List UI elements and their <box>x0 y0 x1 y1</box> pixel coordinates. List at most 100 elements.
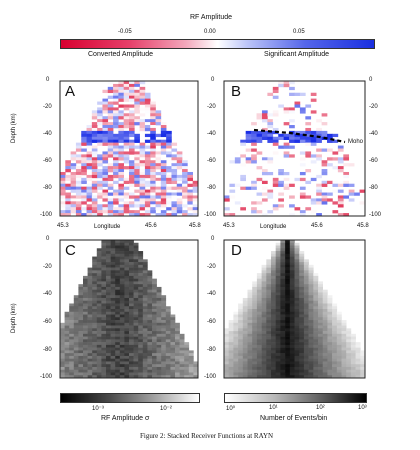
rf-cell <box>113 195 119 199</box>
count-cell <box>318 297 323 302</box>
rf-cell <box>166 139 172 143</box>
count-cell <box>275 248 281 252</box>
rf-cell <box>102 180 109 185</box>
rf-cell <box>97 139 103 143</box>
count-cell <box>299 331 305 335</box>
rf-cell <box>75 142 82 146</box>
sigma-cell <box>138 281 144 285</box>
count-cell <box>336 355 342 359</box>
rf-cell <box>289 119 295 123</box>
rf-cell <box>134 107 140 111</box>
count-cell <box>308 306 314 310</box>
sigma-cell <box>64 372 70 376</box>
sigma-cell <box>92 278 98 282</box>
count-cell <box>247 361 253 365</box>
sigma-cell <box>106 311 111 315</box>
count-cell <box>280 311 286 315</box>
count-cell <box>327 311 333 315</box>
count-cell <box>308 289 314 293</box>
rf-cell <box>97 192 103 196</box>
rf-cell <box>134 154 140 158</box>
sigma-cell <box>147 325 153 329</box>
count-cell <box>285 270 291 274</box>
rf-cell <box>310 154 317 158</box>
rf-cell <box>65 169 71 173</box>
sigma-cell <box>78 297 84 302</box>
sigma-cell <box>161 303 167 307</box>
sigma-cell <box>60 372 65 376</box>
rf-cell <box>139 180 146 185</box>
sigma-cell <box>124 375 130 379</box>
count-cell <box>289 375 295 379</box>
count-cell <box>336 325 342 329</box>
sigma-cell <box>60 328 65 332</box>
rf-cell <box>102 98 109 102</box>
rf-cell <box>155 177 162 182</box>
count-cell <box>350 347 356 351</box>
sigma-cell <box>69 311 75 315</box>
sigma-cell <box>119 322 125 326</box>
sigma-cell <box>115 317 121 321</box>
rf-cell <box>81 207 87 211</box>
sigma-cell <box>142 347 148 351</box>
count-cell <box>275 364 281 368</box>
rf-cell <box>118 139 124 143</box>
sigma-cell <box>115 375 121 379</box>
sigma-cell <box>124 275 130 279</box>
count-cell <box>299 281 305 285</box>
count-cell <box>285 295 291 299</box>
sigma-cell <box>147 369 153 373</box>
count-cell <box>261 275 267 279</box>
count-cell <box>266 300 272 304</box>
sigma-cell <box>106 325 111 329</box>
count-cell <box>233 336 239 340</box>
sigma-cell <box>115 344 121 348</box>
sigma-cell <box>152 281 157 285</box>
count-cell <box>308 281 314 285</box>
sigma-cell <box>64 342 70 346</box>
sigma-cell <box>165 331 171 335</box>
count-cell <box>285 289 291 293</box>
rf-cell <box>113 157 119 161</box>
rf-cell <box>75 201 82 205</box>
count-cell <box>346 350 352 354</box>
rf-cell <box>134 169 140 173</box>
sigma-cell <box>161 342 167 346</box>
count-cell <box>350 353 356 357</box>
panel-b-letter: B <box>231 83 242 100</box>
sigma-cell <box>110 333 116 337</box>
count-cell <box>313 358 319 362</box>
count-cell <box>308 372 314 376</box>
count-cell <box>247 366 253 371</box>
sigma-cell <box>161 311 167 315</box>
count-cell <box>285 320 291 324</box>
sigma-cell <box>110 289 116 293</box>
rf-cell <box>75 177 82 182</box>
rf-cell <box>171 204 178 208</box>
sigma-cell <box>73 320 79 324</box>
count-cell <box>261 358 267 362</box>
rf-cell <box>299 195 306 199</box>
rf-cell <box>150 116 156 120</box>
count-cell <box>271 297 276 302</box>
sigma-cell <box>152 364 157 368</box>
rf-cell <box>102 139 109 143</box>
rf-cell <box>155 207 162 211</box>
sigma-cell <box>179 336 185 340</box>
count-cell <box>242 311 248 315</box>
sigma-cell <box>96 275 102 279</box>
count-cell <box>313 375 319 379</box>
rf-cell <box>272 180 279 185</box>
count-cell <box>266 358 272 362</box>
count-cell <box>303 350 309 354</box>
sigma-cell <box>142 289 148 293</box>
count-cell <box>360 369 366 373</box>
rf-cell <box>166 177 172 182</box>
count-cell <box>261 336 267 340</box>
rf-cell <box>283 154 290 158</box>
sigma-cell <box>106 256 111 260</box>
rf-cell <box>251 130 257 135</box>
rf-cell <box>267 192 274 196</box>
sigma-cell <box>101 309 107 313</box>
rf-cell <box>123 83 130 88</box>
